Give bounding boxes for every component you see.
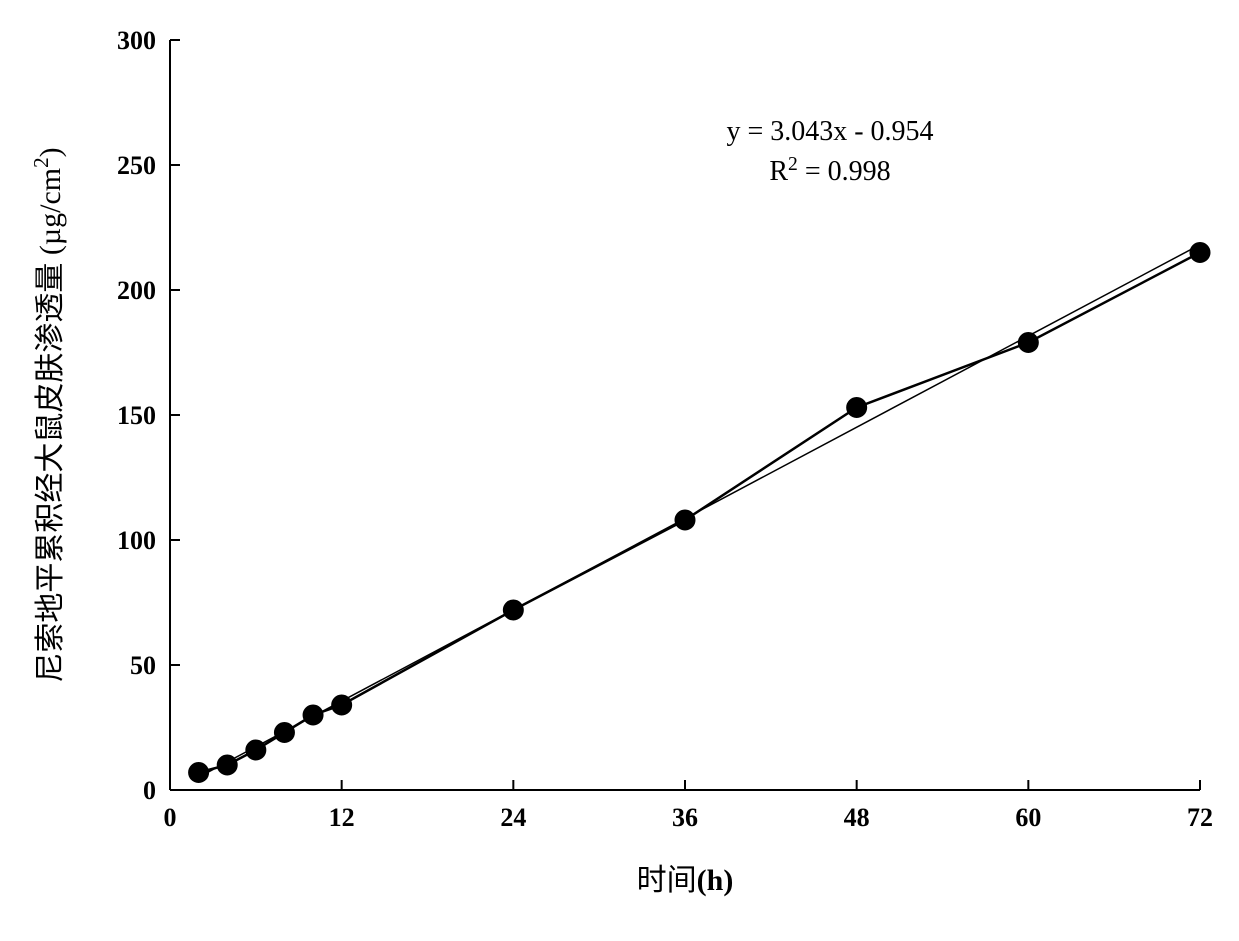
data-marker	[303, 705, 323, 725]
y-axis-title: 尼索地平累积经大鼠皮肤渗透量 (µg/cm2)	[29, 147, 67, 682]
y-tick-label: 100	[117, 526, 156, 555]
y-tick-label: 0	[143, 776, 156, 805]
regression-r2: R2 = 0.998	[769, 154, 890, 188]
data-marker	[332, 695, 352, 715]
data-marker	[675, 510, 695, 530]
chart-container: 0 12 24 36 48 60 72 0 50 100 150 200 250 300 时间(h) 尼索地平…	[0, 0, 1239, 941]
x-tick-label: 36	[672, 803, 698, 832]
data-marker	[274, 723, 294, 743]
data-marker	[847, 398, 867, 418]
data-marker	[1190, 243, 1210, 263]
y-tick-label: 200	[117, 276, 156, 305]
x-tick-label: 60	[1015, 803, 1041, 832]
y-tick-label: 300	[117, 26, 156, 55]
data-marker	[503, 600, 523, 620]
data-marker	[189, 763, 209, 783]
data-marker	[246, 740, 266, 760]
regression-equation: y = 3.043x - 0.954	[726, 116, 933, 147]
y-tick-label: 50	[130, 651, 156, 680]
data-marker	[217, 755, 237, 775]
x-axis-title: 时间(h)	[637, 864, 734, 897]
x-tick-label: 12	[329, 803, 355, 832]
data-marker	[1018, 333, 1038, 353]
x-tick-label: 72	[1187, 803, 1213, 832]
chart-svg: 0 12 24 36 48 60 72 0 50 100 150 200 250 300 时间(h) 尼索地平…	[0, 0, 1239, 941]
y-tick-label: 250	[117, 151, 156, 180]
y-tick-label: 150	[117, 401, 156, 430]
x-tick-label: 48	[844, 803, 870, 832]
x-tick-label: 0	[164, 803, 177, 832]
x-tick-label: 24	[500, 803, 526, 832]
data-line	[199, 253, 1200, 773]
